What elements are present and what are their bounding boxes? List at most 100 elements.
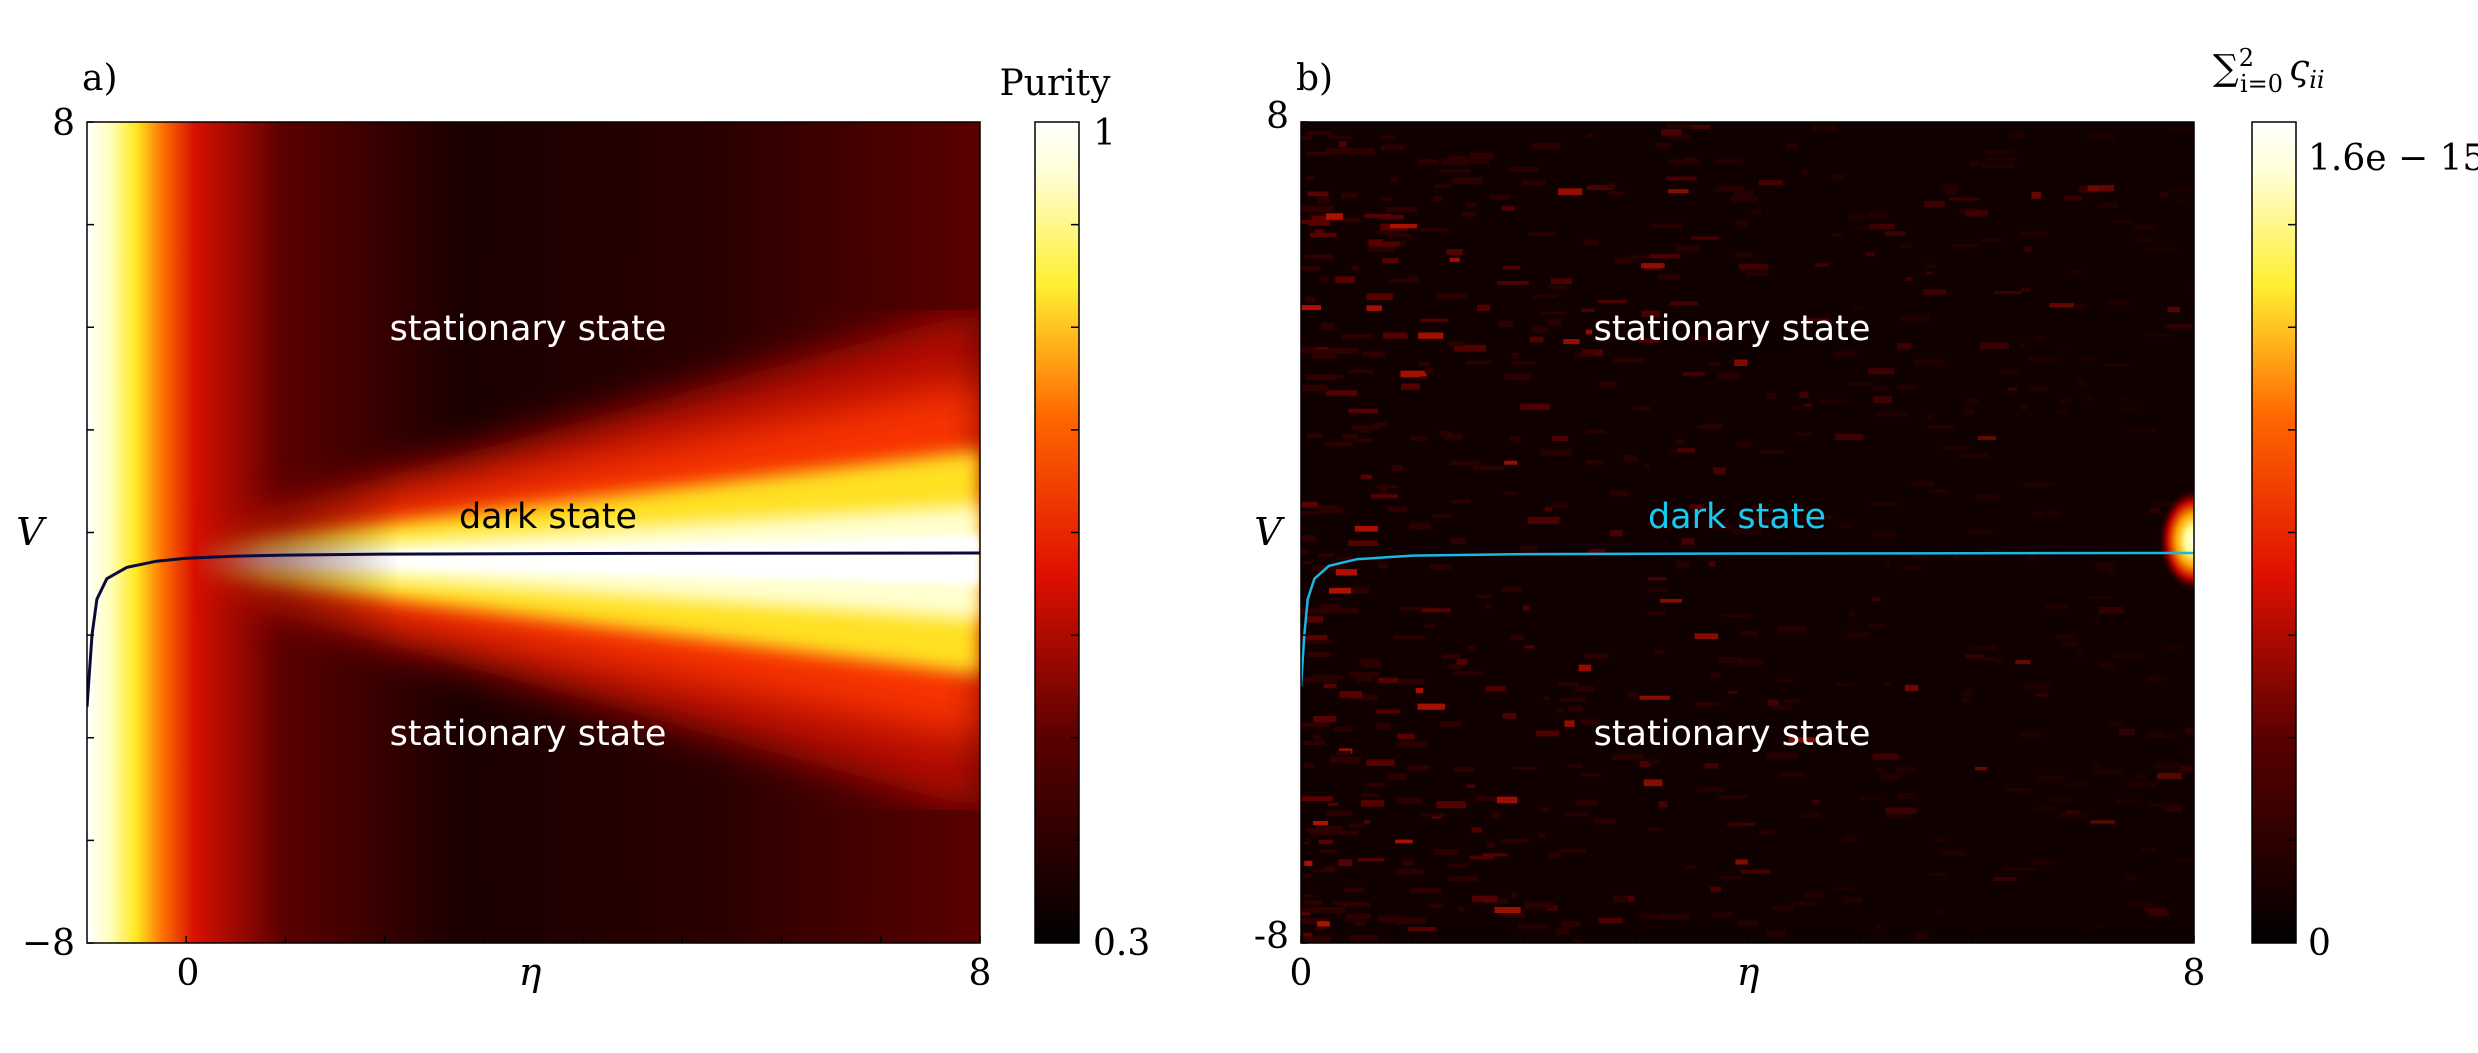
noise-speckle	[1584, 653, 1609, 659]
noise-speckle	[1317, 197, 1330, 204]
noise-speckle	[1502, 712, 1517, 719]
noise-speckle	[1586, 329, 1593, 335]
noise-speckle	[1529, 336, 1544, 343]
noise-speckle	[1451, 499, 1471, 504]
noise-speckle	[1661, 129, 1682, 136]
noise-speckle	[2086, 394, 2094, 402]
noise-speckle	[2094, 562, 2116, 566]
noise-speckle	[1547, 318, 1562, 325]
noise-speckle	[2119, 407, 2138, 413]
noise-speckle	[1539, 807, 1551, 812]
noise-speckle	[1567, 764, 1583, 768]
noise-speckle	[2098, 202, 2119, 208]
noise-speckle	[1588, 548, 1605, 555]
noise-speckle	[1949, 197, 1980, 201]
noise-speckle	[1759, 829, 1776, 835]
noise-speckle	[1527, 516, 1560, 524]
noise-speckle	[2056, 634, 2078, 640]
noise-speckle	[1325, 213, 1343, 220]
noise-speckle	[1646, 759, 1660, 764]
noise-speckle	[1504, 913, 1525, 918]
noise-speckle	[1794, 432, 1814, 437]
noise-speckle	[1451, 177, 1483, 184]
noise-speckle	[1751, 208, 1761, 215]
noise-speckle	[1321, 849, 1337, 854]
noise-speckle	[1813, 125, 1836, 131]
noise-speckle	[1587, 185, 1614, 190]
noise-speckle	[1574, 685, 1595, 692]
noise-speckle	[2127, 428, 2157, 433]
noise-speckle	[2026, 554, 2038, 562]
noise-speckle	[2107, 568, 2115, 574]
noise-speckle	[1681, 538, 1695, 545]
noise-speckle	[1511, 352, 1520, 359]
noise-speckle	[1436, 801, 1466, 809]
noise-speckle	[1311, 869, 1338, 873]
noise-speckle	[2147, 803, 2179, 807]
noise-speckle	[1397, 741, 1427, 747]
noise-speckle	[1532, 142, 1561, 150]
noise-speckle	[1643, 779, 1663, 787]
noise-speckle	[1899, 315, 1931, 321]
noise-speckle	[1306, 828, 1321, 832]
noise-speckle	[1309, 347, 1329, 351]
noise-speckle	[1691, 236, 1720, 240]
noise-speckle	[1329, 135, 1352, 139]
noise-speckle	[1647, 610, 1667, 616]
noise-speckle	[1869, 223, 1895, 230]
noise-speckle	[2118, 728, 2135, 736]
noise-speckle	[1684, 865, 1696, 869]
noise-speckle	[1376, 723, 1391, 730]
noise-speckle	[2060, 641, 2079, 648]
noise-speckle	[1303, 740, 1326, 745]
noise-speckle	[1446, 249, 1463, 255]
panel-b: b) 8 -8 0 8 η V stationary state dark st…	[1254, 44, 2478, 994]
noise-speckle	[2099, 606, 2124, 614]
noise-speckle	[1783, 698, 1799, 703]
noise-speckle	[1393, 635, 1425, 640]
noise-speckle	[1301, 305, 1321, 311]
noise-speckle	[1803, 318, 1831, 322]
noise-speckle	[1963, 408, 1974, 415]
colorbar-label-a: Purity	[1000, 63, 1112, 104]
noise-speckle	[1771, 906, 1794, 911]
noise-speckle	[2009, 132, 2024, 138]
noise-speckle	[1482, 853, 1508, 857]
noise-speckle	[1348, 540, 1378, 546]
noise-speckle	[1336, 750, 1351, 756]
noise-speckle	[1651, 223, 1682, 229]
noise-speckle	[1965, 654, 1984, 659]
noise-speckle	[1898, 384, 1917, 390]
noise-speckle	[1568, 705, 1583, 712]
noise-speckle	[1375, 709, 1401, 714]
noise-speckle	[1502, 265, 1521, 270]
noise-speckle	[2035, 693, 2048, 697]
noise-speckle	[1801, 812, 1820, 818]
noise-speckle	[1382, 332, 1408, 339]
noise-speckle	[1325, 390, 1358, 396]
noise-speckle	[2087, 133, 2115, 140]
noise-speckle	[2106, 300, 2129, 305]
noise-speckle	[1371, 494, 1398, 499]
noise-speckle	[1898, 792, 1917, 799]
noise-speckle	[1391, 465, 1404, 472]
noise-speckle	[1885, 807, 1917, 814]
x-tick-label-right-a: 8	[969, 953, 992, 994]
noise-speckle	[1966, 398, 1979, 405]
noise-speckle	[1510, 635, 1524, 641]
dark-state-line-b	[1301, 551, 2194, 687]
noise-speckle	[1301, 136, 1312, 141]
noise-speckle	[1301, 608, 1329, 614]
noise-speckle	[1421, 813, 1447, 817]
noise-speckle	[2147, 731, 2164, 739]
noise-speckle	[1314, 229, 1324, 233]
noise-speckle	[2164, 768, 2191, 774]
noise-speckle	[1690, 125, 1710, 129]
noise-speckle	[1411, 436, 1428, 441]
noise-speckle	[1306, 176, 1315, 180]
x-tick-label-right-b: 8	[2183, 953, 2206, 994]
noise-speckle	[1926, 271, 1933, 275]
noise-speckle	[1302, 918, 1327, 925]
noise-speckle	[1563, 339, 1580, 345]
ticks-b	[1300, 121, 2195, 944]
